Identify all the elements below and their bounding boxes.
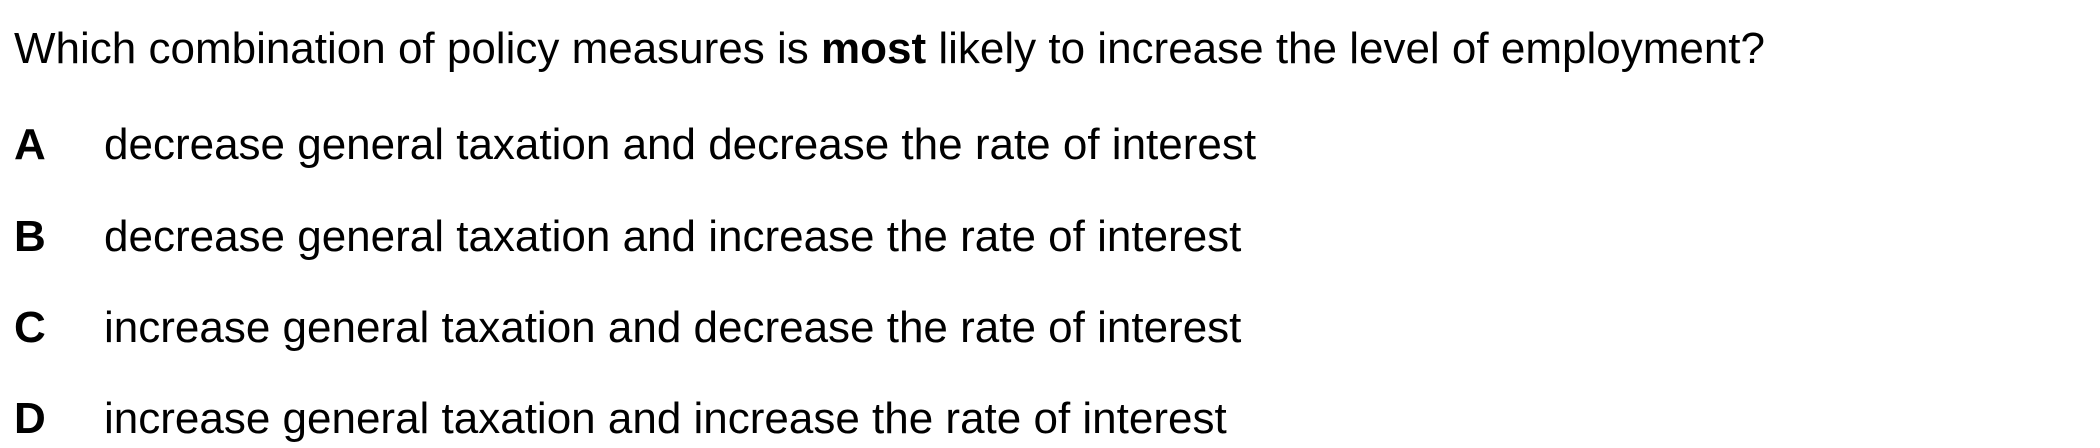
option-text: increase general taxation and increase t… bbox=[104, 394, 1227, 443]
option-letter: C bbox=[14, 303, 46, 352]
question-suffix: likely to increase the level of employme… bbox=[926, 24, 1765, 73]
question-text: Which combination of policy measures is … bbox=[14, 22, 1765, 76]
option-text: decrease general taxation and decrease t… bbox=[104, 120, 1257, 169]
option-letter: A bbox=[14, 120, 46, 169]
option-letter: D bbox=[14, 394, 46, 443]
question-prefix: Which combination of policy measures is bbox=[14, 24, 821, 73]
option-letter: B bbox=[14, 212, 46, 261]
question-emphasis: most bbox=[821, 24, 927, 73]
option-text: increase general taxation and decrease t… bbox=[104, 303, 1242, 352]
option-text: decrease general taxation and increase t… bbox=[104, 212, 1242, 261]
